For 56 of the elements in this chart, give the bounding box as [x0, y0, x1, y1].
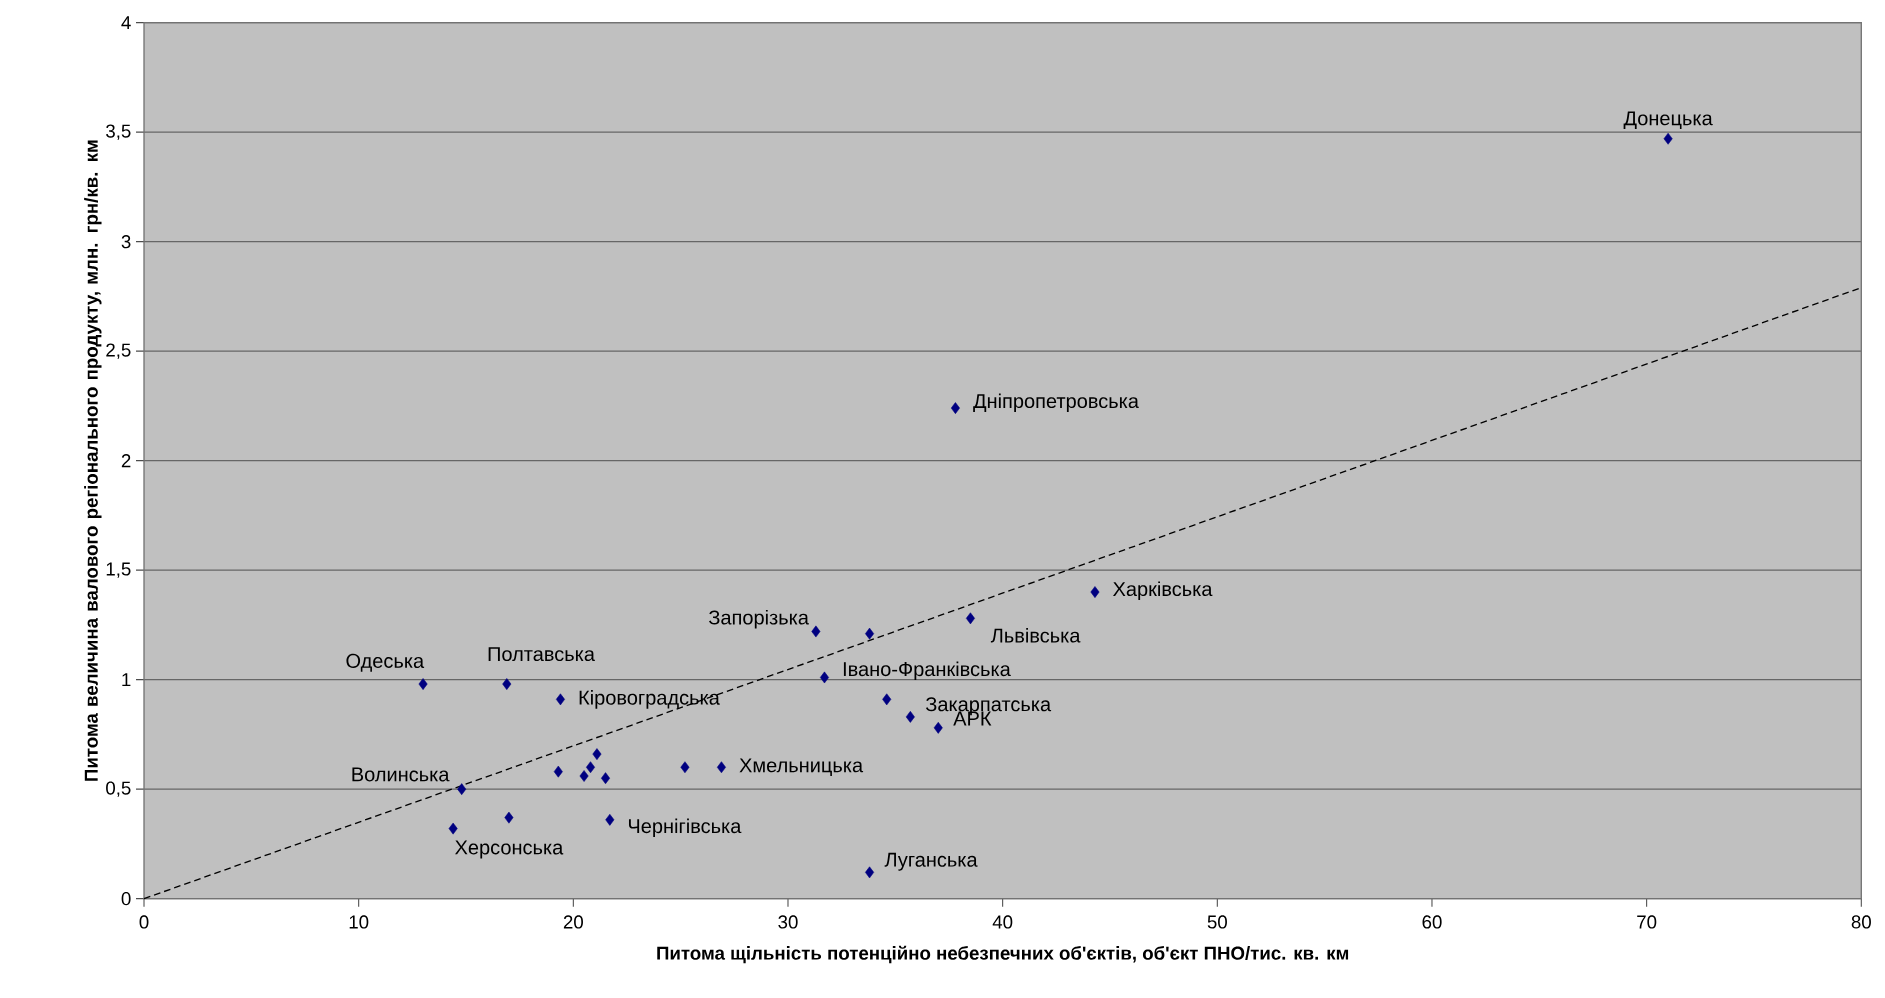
point [865, 627, 875, 640]
y-tick-label: 0,5 [106, 781, 131, 797]
x-tick-label: 0 [139, 915, 149, 929]
y-tick-label: 2,5 [106, 343, 131, 359]
x-tick-label: 40 [992, 915, 1013, 929]
point [811, 625, 821, 638]
point [933, 721, 943, 734]
x-tick-label: 10 [349, 915, 369, 929]
y-tick-label: 1 [122, 673, 131, 687]
point [592, 748, 602, 760]
annotation: Луганська [884, 852, 978, 871]
x-tick-label: 60 [1422, 915, 1442, 929]
x-tick-label: 50 [1207, 915, 1227, 929]
point [553, 765, 563, 778]
point [418, 678, 428, 690]
y-axis-title: Питома величина валового регіонального продукту, млн. грн/кв. км [84, 140, 102, 781]
point [555, 693, 565, 706]
point [1090, 586, 1100, 598]
annotation: Дніпропетровська [973, 393, 1139, 413]
point [502, 678, 512, 690]
annotation: Івано-Франківська [843, 661, 1011, 681]
annotation: Запорізька [708, 609, 809, 629]
y-tick-label: 3 [121, 235, 131, 249]
point [716, 761, 726, 774]
annotation: Херсонська [455, 840, 564, 859]
y-tick-label: 2 [121, 454, 131, 468]
annotation: Кіровоградська [579, 690, 720, 709]
annotation: Донецька [1623, 111, 1713, 130]
point [448, 822, 458, 835]
y-tick-label: 0 [121, 892, 131, 906]
point [504, 811, 514, 824]
annotation: Львівська [990, 627, 1081, 643]
point [865, 866, 875, 879]
y-tick-label: 3,5 [106, 124, 131, 140]
y-tick-label: 1,5 [106, 562, 131, 578]
annotation: Одеська [346, 653, 425, 672]
point [950, 402, 960, 414]
point [905, 711, 915, 723]
point [457, 783, 467, 796]
point [579, 770, 589, 782]
point [605, 813, 615, 826]
point [882, 693, 892, 706]
x-tick-label: 30 [778, 915, 798, 929]
x-tick-label: 70 [1637, 915, 1657, 929]
point [1663, 132, 1673, 145]
y-tick-label: 4 [121, 16, 131, 30]
point [680, 761, 690, 774]
annotation: Харківська [1113, 581, 1213, 601]
x-axis-title: Питома щільність потенційно небезпечних об'єктів, об'єкт ПНО/тис. кв. км [657, 945, 1349, 964]
point [965, 612, 975, 625]
x-tick-label: 80 [1851, 915, 1871, 929]
annotation: Хмельницька [739, 758, 864, 777]
annotation: Полтавська [488, 647, 595, 662]
annotation: Чернігівська [628, 818, 742, 838]
annotation: Волинська [352, 767, 450, 782]
x-tick-label: 20 [563, 915, 583, 929]
